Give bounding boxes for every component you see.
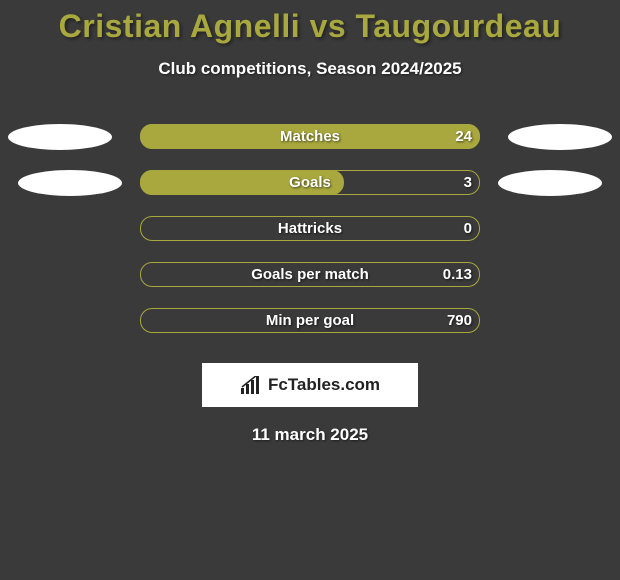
stat-label: Goals	[140, 170, 480, 195]
stats-area: Matches 24 Goals 3 Hattricks 0 Goals per…	[0, 115, 620, 345]
stat-row: Matches 24	[0, 115, 620, 161]
comparison-card: Cristian Agnelli vs Taugourdeau Club com…	[0, 0, 620, 445]
stat-row: Goals 3	[0, 161, 620, 207]
brand-logo-text: FcTables.com	[268, 375, 380, 395]
stat-row: Goals per match 0.13	[0, 253, 620, 299]
date-label: 11 march 2025	[0, 425, 620, 445]
stat-row: Hattricks 0	[0, 207, 620, 253]
stat-value: 0.13	[443, 262, 472, 287]
stat-value: 790	[447, 308, 472, 333]
bar-chart-icon	[240, 376, 262, 394]
page-title: Cristian Agnelli vs Taugourdeau	[0, 8, 620, 45]
brand-logo[interactable]: FcTables.com	[202, 363, 418, 407]
stat-value: 24	[455, 124, 472, 149]
stat-value: 3	[464, 170, 472, 195]
stat-label: Goals per match	[140, 262, 480, 287]
stat-row: Min per goal 790	[0, 299, 620, 345]
stat-label: Min per goal	[140, 308, 480, 333]
page-subtitle: Club competitions, Season 2024/2025	[0, 59, 620, 79]
stat-value: 0	[464, 216, 472, 241]
stat-label: Matches	[140, 124, 480, 149]
stat-label: Hattricks	[140, 216, 480, 241]
